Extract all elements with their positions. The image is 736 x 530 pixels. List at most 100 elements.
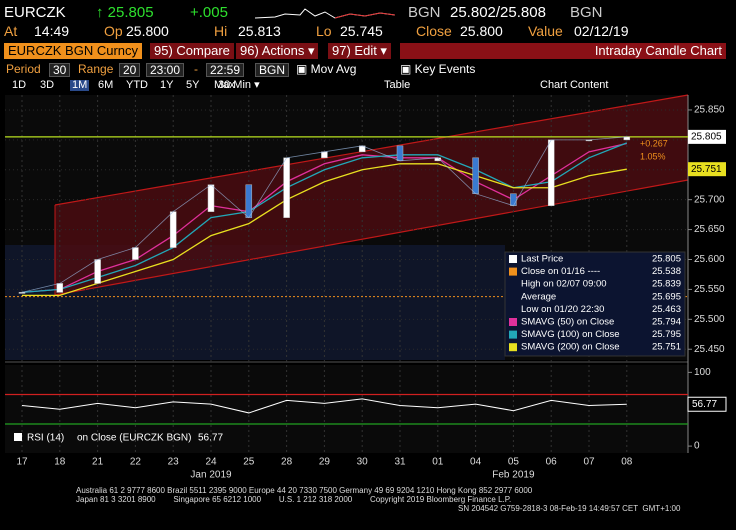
footer-line: Australia 61 2 9777 8600 Brazil 5511 239…: [76, 486, 533, 495]
y-tick-label: 25.700: [694, 194, 725, 205]
x-tick-label: 21: [92, 457, 104, 468]
range-label: Range: [78, 62, 114, 76]
series-line: [21, 136, 627, 293]
legend-label: Low on 01/20 22:30: [521, 304, 604, 315]
key-events-label: Key Events: [414, 62, 476, 76]
candle: [169, 211, 177, 248]
range-button[interactable]: Max: [214, 79, 235, 91]
button-number: 95): [154, 43, 173, 58]
range-dash: -: [194, 62, 198, 76]
open: 25.800: [126, 23, 169, 39]
y-tick-label: 25.500: [694, 314, 725, 325]
mov-avg[interactable]: ▣ Mov Avg: [296, 62, 357, 76]
x-tick-label: 01: [432, 457, 444, 468]
x-tick-label: 05: [508, 457, 520, 468]
legend-label: Last Price: [521, 254, 563, 265]
range-input[interactable]: 20: [119, 63, 141, 77]
x-tick-label: 17: [16, 457, 28, 468]
legend-swatch: [509, 255, 517, 263]
high-label: Hi: [214, 23, 228, 39]
interval-select[interactable]: 30 Min ▾: [218, 79, 260, 91]
y-tick-label: 25.850: [694, 105, 725, 116]
security-field[interactable]: EURCZK BGN Curncy: [4, 43, 143, 59]
x-tick-label: 28: [281, 457, 293, 468]
candle: [283, 157, 290, 218]
legend-label: SMAVG (50) on Close: [521, 317, 614, 328]
annotation: 1.05%: [640, 151, 666, 161]
ask-ccy: BGN: [570, 4, 603, 21]
month-label: Feb 2019: [492, 470, 535, 480]
period-label: Period: [6, 62, 41, 76]
edit-button[interactable]: 97) Edit ▾: [328, 43, 391, 59]
button-number: 96): [240, 43, 259, 58]
legend-swatch: [509, 330, 517, 339]
from-input[interactable]: 23:00: [146, 63, 185, 77]
value-label: Value: [528, 23, 563, 39]
ccy-input[interactable]: BGN: [255, 63, 290, 77]
legend-value: 25.839: [652, 279, 681, 290]
low-label: Lo: [316, 23, 332, 39]
legend-label: SMAVG (200) on Close: [521, 342, 620, 353]
button-label: Actions ▾: [261, 43, 315, 58]
x-tick-label: 29: [319, 457, 331, 468]
x-tick-label: 18: [54, 457, 66, 468]
candle: [56, 283, 64, 293]
rsi-source: on Close (EURCZK BGN): [77, 433, 191, 444]
at-label: At: [4, 23, 18, 39]
button-label: Edit ▾: [354, 43, 387, 58]
legend-label: Average: [521, 291, 556, 302]
y-tick-label: 25.600: [694, 254, 725, 265]
range-button[interactable]: 1M: [70, 79, 90, 91]
candle: [321, 151, 328, 159]
actions-button[interactable]: 96) Actions ▾: [236, 43, 319, 59]
y-tick-label: 25.650: [694, 224, 725, 235]
chart-name: Intraday Candle Chart: [400, 43, 726, 59]
price-box-label: 25.751: [691, 164, 722, 175]
rsi-name: RSI (14): [27, 433, 64, 444]
legend-value: 25.805: [652, 254, 681, 265]
channel-top: [54, 94, 689, 206]
legend-swatch: [509, 343, 517, 352]
legend-value: 25.463: [652, 304, 681, 315]
legend-value: 25.538: [652, 266, 681, 277]
range-button[interactable]: YTD: [126, 79, 148, 91]
range-button[interactable]: 5Y: [186, 79, 200, 91]
range-button[interactable]: 6M: [98, 79, 114, 91]
last-price: ↑ 25.805: [96, 4, 154, 21]
legend-swatch: [509, 318, 517, 326]
regression-channel: [55, 95, 688, 295]
bid-ccy: BGN: [408, 4, 441, 21]
price-box: [688, 129, 726, 144]
x-tick-label: 31: [394, 457, 406, 468]
y-tick-label: 100: [694, 367, 711, 378]
x-tick-label: 30: [357, 457, 369, 468]
close: 25.800: [460, 23, 503, 39]
low: 25.745: [340, 23, 383, 39]
chart-content-button[interactable]: Chart Content: [540, 79, 609, 91]
x-tick-label: 23: [168, 457, 180, 468]
to-input[interactable]: 22:59: [206, 63, 245, 77]
legend-label: Close on 01/16 ----: [521, 266, 600, 277]
sparkline: [255, 8, 395, 19]
legend-value: 25.794: [652, 317, 681, 328]
rsi-line: [21, 398, 627, 414]
key-events[interactable]: ▣ Key Events: [400, 62, 476, 76]
range-button[interactable]: 3D: [40, 79, 55, 91]
footer-line: Japan 81 3 3201 8900 Singapore 65 6212 1…: [76, 495, 512, 504]
compare-button[interactable]: 95) Compare: [150, 43, 234, 59]
range-button[interactable]: 1D: [12, 79, 27, 91]
range-button[interactable]: 1Y: [160, 79, 174, 91]
candle: [547, 139, 555, 206]
at-time: 14:49: [34, 23, 70, 39]
channel-bottom: [54, 179, 689, 296]
candle: [132, 247, 139, 260]
month-label: Jan 2019: [190, 470, 232, 480]
y-tick-label: 0: [694, 441, 700, 452]
table-button[interactable]: Table: [384, 79, 411, 91]
period-input[interactable]: 30: [49, 63, 71, 77]
legend-label: High on 02/07 09:00: [521, 279, 607, 290]
rsi-bg: [5, 365, 688, 453]
x-tick-label: 25: [243, 457, 255, 468]
series-line: [21, 142, 628, 294]
